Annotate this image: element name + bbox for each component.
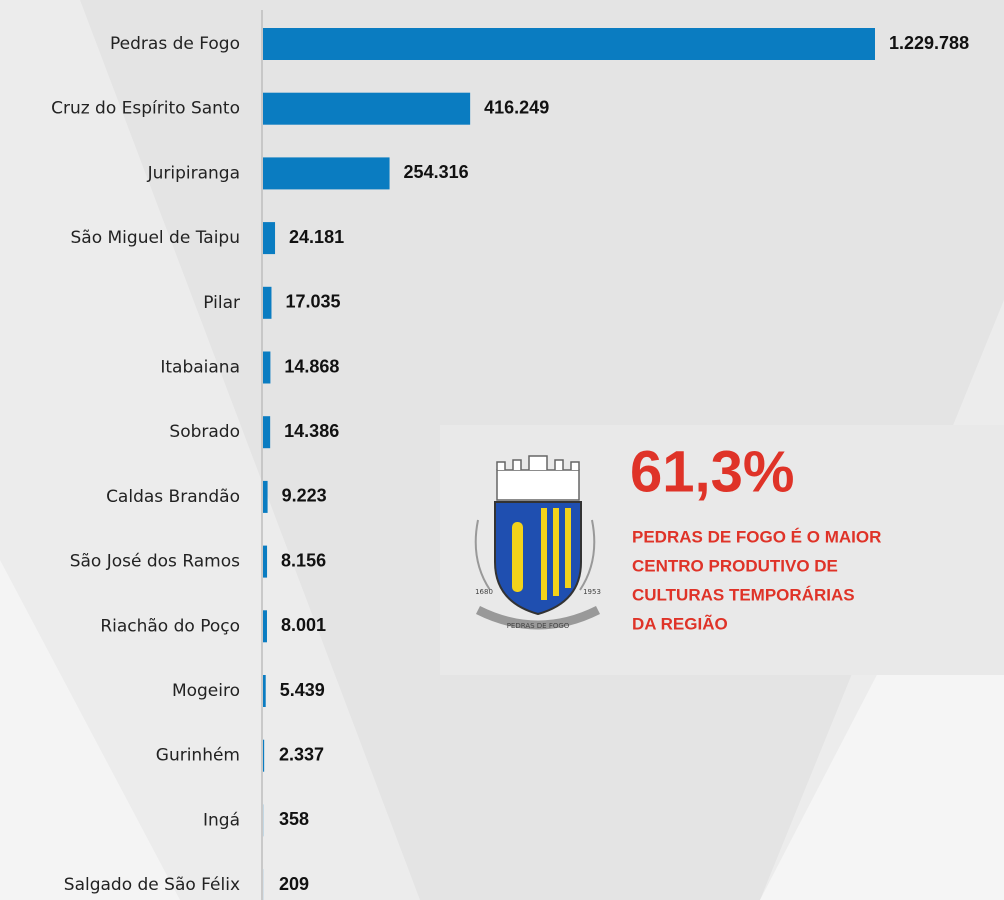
logo-ribbon-text: PEDRAS DE FOGO: [507, 622, 570, 630]
annotation-text: CENTRO PRODUTIVO DE: [632, 556, 838, 575]
bar: [263, 739, 265, 772]
bar: [263, 675, 266, 707]
logo-year: 1680: [475, 588, 493, 596]
value-label: 8.156: [281, 550, 326, 570]
category-label: Pedras de Fogo: [110, 34, 240, 54]
value-label: 17.035: [285, 292, 340, 312]
logo-stripe: [565, 508, 571, 588]
logo-battlements: [496, 455, 580, 470]
value-label: 2.337: [279, 744, 324, 764]
value-label: 416.249: [484, 97, 549, 117]
logo-year: 1953: [583, 588, 601, 596]
bar: [263, 545, 268, 578]
category-label: Gurinhém: [156, 746, 240, 766]
value-label: 9.223: [282, 486, 327, 506]
value-label: 254.316: [404, 162, 469, 182]
logo-stripe: [553, 508, 559, 596]
logo-stripe: [541, 508, 547, 600]
annotation-headline: 61,3%: [630, 439, 794, 504]
bg-shape: [0, 560, 180, 900]
value-label: 209: [279, 874, 309, 894]
annotation-text: PEDRAS DE FOGO É O MAIOR: [632, 527, 881, 546]
category-label: Ingá: [203, 810, 240, 830]
logo: PEDRAS DE FOGO 1680 1953: [474, 455, 601, 630]
bar: [263, 222, 276, 255]
logo-ornament: [474, 519, 596, 591]
annotation-text: CULTURAS TEMPORÁRIAS: [632, 585, 855, 604]
logo-flames: [512, 522, 523, 592]
value-label: 24.181: [289, 227, 344, 247]
category-label: Mogeiro: [172, 681, 240, 701]
category-label: Riachão do Poço: [100, 616, 240, 636]
logo-castle: [496, 469, 580, 501]
category-label: Pilar: [203, 293, 240, 313]
value-label: 1.229.788: [889, 33, 969, 53]
category-label: Itabaiana: [160, 358, 240, 378]
bar: [263, 480, 268, 513]
category-label: Salgado de São Félix: [64, 875, 240, 895]
bar: [263, 92, 471, 125]
bar: [263, 157, 390, 190]
annotation-text: DA REGIÃO: [632, 613, 728, 633]
bar: [263, 351, 271, 384]
value-label: 8.001: [281, 615, 326, 635]
bar: [263, 610, 267, 643]
category-label: Sobrado: [169, 422, 240, 442]
bar: [263, 286, 272, 319]
category-label: São José dos Ramos: [70, 552, 240, 572]
value-label: 14.386: [284, 421, 339, 441]
bar: [263, 416, 271, 449]
category-label: Juripiranga: [147, 163, 240, 183]
category-label: Cruz do Espírito Santo: [51, 99, 240, 119]
value-label: 14.868: [284, 356, 339, 376]
bar: [263, 28, 875, 60]
category-label: São Miguel de Taipu: [71, 228, 241, 248]
logo-ribbon: [475, 605, 601, 630]
value-label: 358: [279, 809, 309, 829]
value-label: 5.439: [280, 680, 325, 700]
category-label: Caldas Brandão: [106, 487, 240, 507]
